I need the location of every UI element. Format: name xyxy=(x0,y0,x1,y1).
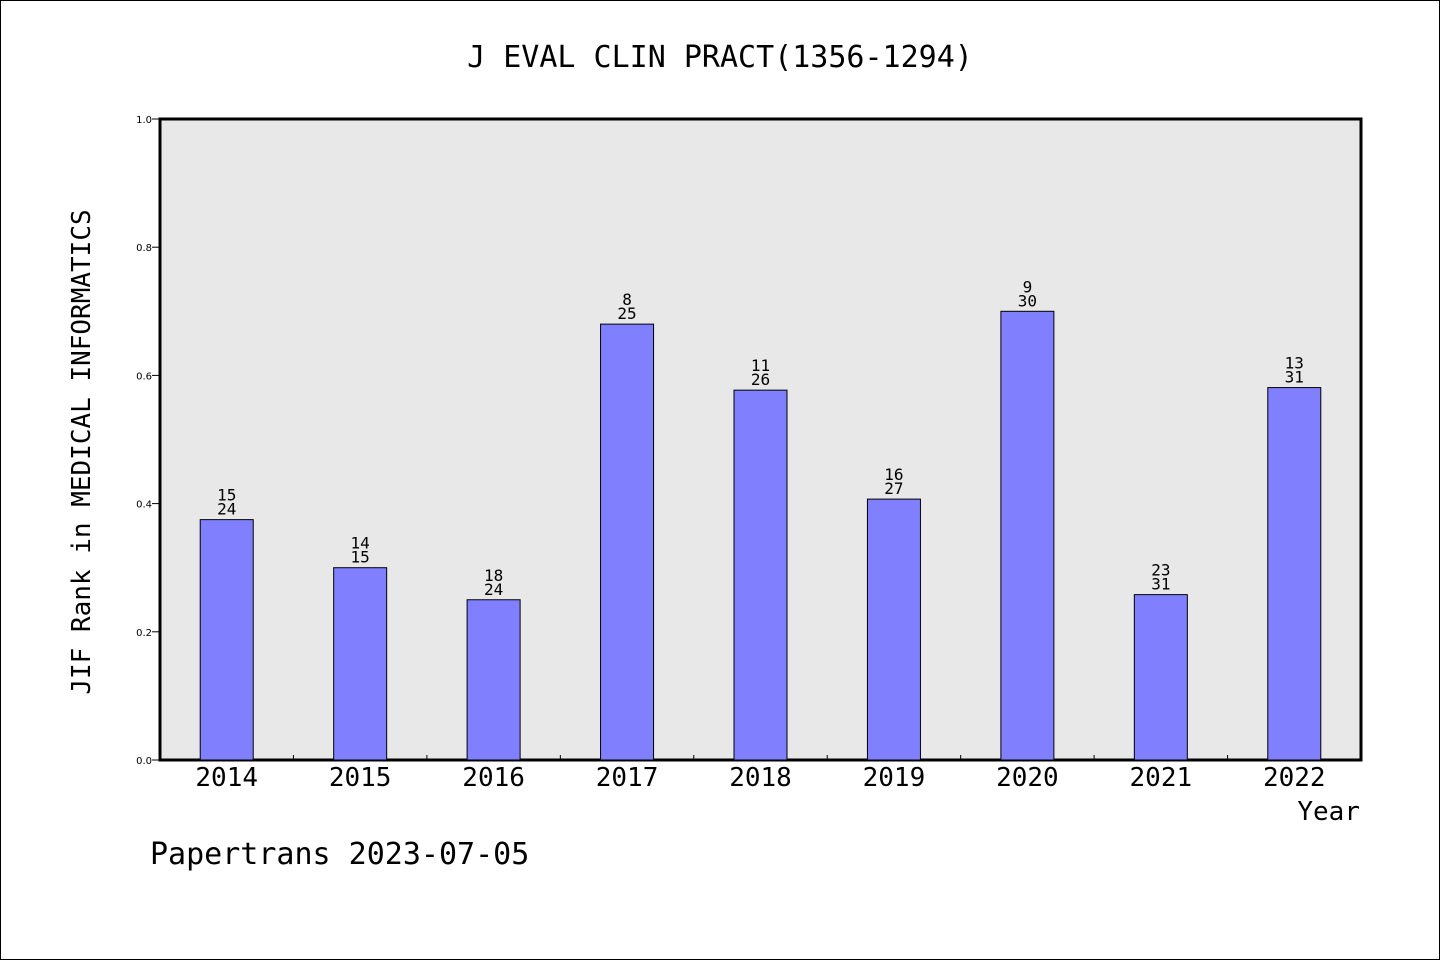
x-tick-label: 2015 xyxy=(329,763,392,793)
bar-label-top: 15 xyxy=(217,486,236,505)
bar-label-bottom: 27 xyxy=(884,479,903,498)
bar-2015 xyxy=(333,567,388,761)
x-tick-label: 2020 xyxy=(996,763,1059,793)
bar-label-top: 14 xyxy=(351,534,370,553)
y-axis-label: JIF Rank in MEDICAL INFORMATICS xyxy=(67,209,97,694)
x-tick-label: 2021 xyxy=(1130,763,1193,793)
chart-title: J EVAL CLIN PRACT(1356-1294) xyxy=(467,40,973,75)
bar-label-bottom: 24 xyxy=(484,580,503,599)
x-tick-label: 2014 xyxy=(195,763,258,793)
x-tick-label: 2022 xyxy=(1263,763,1326,793)
x-axis-label: Year xyxy=(1297,797,1360,827)
y-tick-label: 0.2 xyxy=(136,628,152,639)
x-tick-label: 2019 xyxy=(863,763,926,793)
bar-label-bottom: 25 xyxy=(617,304,636,323)
bar-label-bottom: 26 xyxy=(751,370,770,389)
bar-label-top: 18 xyxy=(484,566,503,585)
bar-label-top: 11 xyxy=(751,356,770,375)
y-axis: 0.0 0.2 0.4 0.6 0.8 1.0 xyxy=(136,115,160,767)
bar-label-top: 16 xyxy=(884,465,903,484)
bar-2020 xyxy=(1000,310,1055,761)
y-tick-label: 1.0 xyxy=(136,115,152,126)
bar-2016 xyxy=(466,599,521,761)
bar-label-top: 8 xyxy=(622,290,632,309)
bar-label-bottom: 31 xyxy=(1151,575,1170,594)
bar-2019 xyxy=(866,498,921,761)
y-tick-label: 0.4 xyxy=(136,500,152,511)
x-tick-label: 2017 xyxy=(596,763,659,793)
x-axis: 2014 2015 2016 2017 2018 2019 2020 2021 2022 xyxy=(195,755,1326,793)
bar-label-bottom: 24 xyxy=(217,500,236,519)
y-tick-label: 0.6 xyxy=(136,371,152,382)
bar-label-bottom: 30 xyxy=(1018,291,1037,310)
bar-label-top: 23 xyxy=(1151,561,1170,580)
bar-label-bottom: 31 xyxy=(1285,368,1304,387)
bar-label-bottom: 15 xyxy=(351,548,370,567)
bar-2018 xyxy=(733,389,788,761)
bar-2014 xyxy=(199,519,254,761)
y-tick-label: 0.8 xyxy=(136,243,152,254)
y-tick-label: 0.0 xyxy=(136,756,152,767)
bar-2022 xyxy=(1267,387,1322,761)
bar-label-top: 13 xyxy=(1285,354,1304,373)
bar-2017 xyxy=(600,323,655,761)
x-tick-label: 2018 xyxy=(729,763,792,793)
bar-2021 xyxy=(1133,594,1188,761)
x-tick-label: 2016 xyxy=(462,763,525,793)
footer-credit: Papertrans 2023-07-05 xyxy=(150,837,529,872)
bar-label-top: 9 xyxy=(1023,277,1033,296)
